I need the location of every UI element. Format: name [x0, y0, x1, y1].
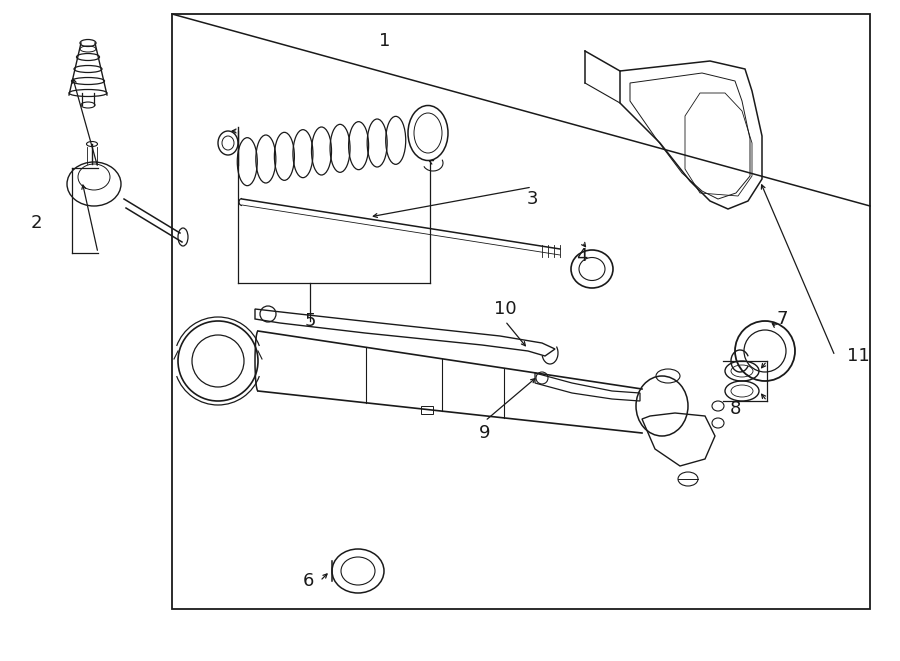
Bar	[421, 407, 433, 414]
Text: 3: 3	[526, 190, 538, 208]
Text: 6: 6	[302, 572, 314, 590]
Text: 4: 4	[576, 247, 588, 265]
Bar	[172, 14, 870, 609]
Text: 8: 8	[729, 400, 741, 418]
Text: 9: 9	[479, 424, 490, 442]
Text: 11: 11	[847, 347, 869, 365]
Text: 1: 1	[379, 32, 391, 50]
Text: 7: 7	[776, 310, 788, 328]
Text: 10: 10	[494, 300, 517, 318]
Text: 2: 2	[31, 214, 41, 232]
Text: 5: 5	[304, 312, 316, 330]
